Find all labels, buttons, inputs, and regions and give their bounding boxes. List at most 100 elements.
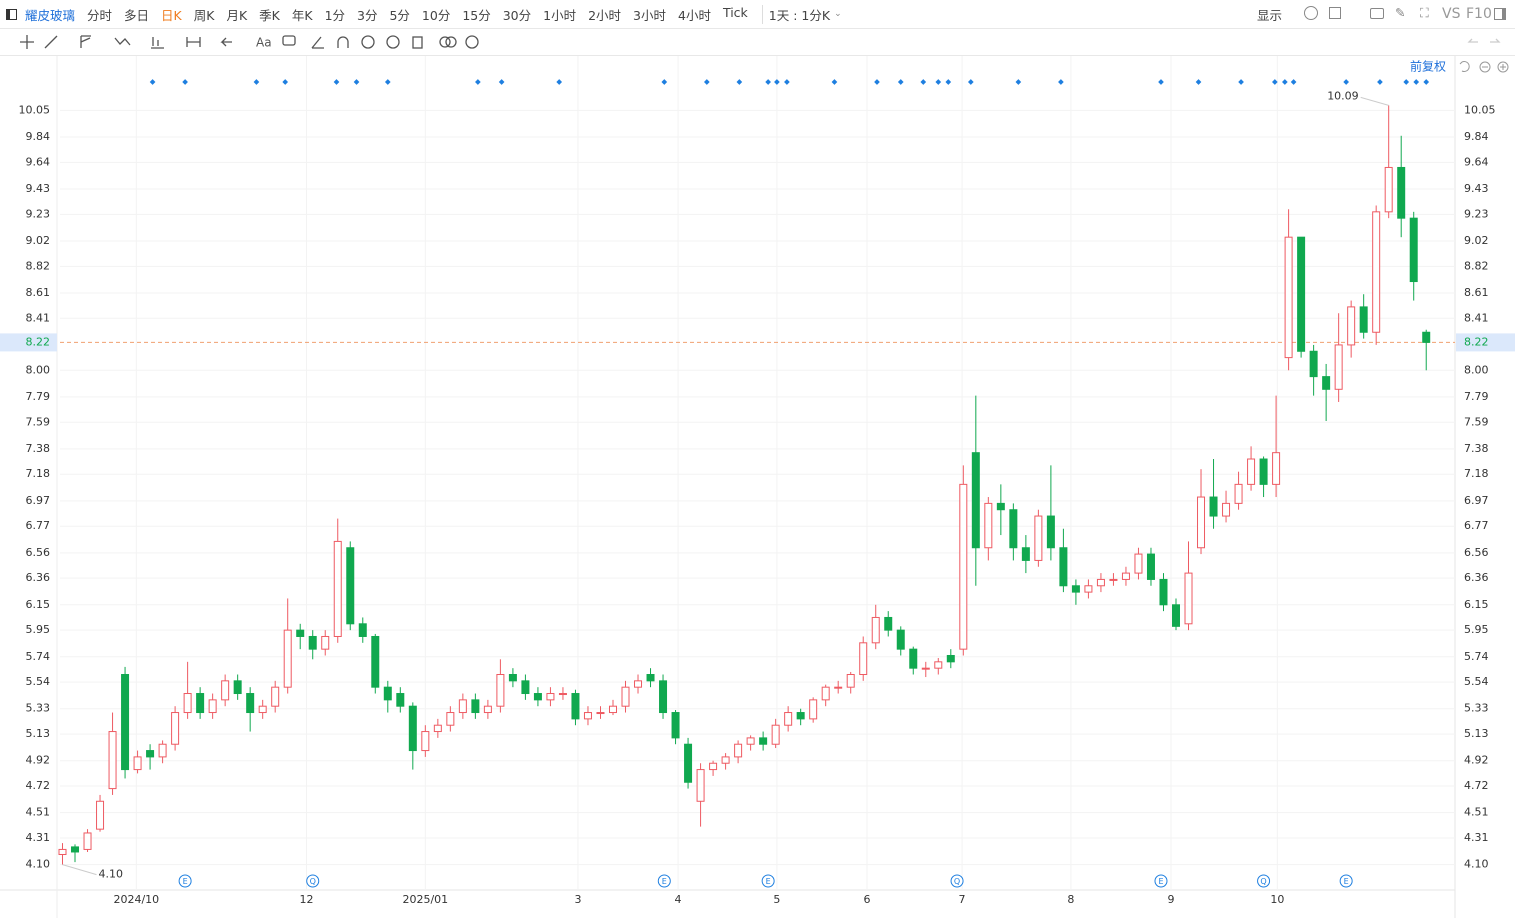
candle-body [859, 642, 868, 676]
camera-icon[interactable] [1370, 8, 1384, 19]
compare-tool[interactable] [439, 36, 451, 48]
candle-body [1422, 331, 1431, 343]
y-tick-label-right: 4.72 [1464, 779, 1489, 792]
candle-body [834, 686, 843, 689]
event-dot [149, 79, 156, 85]
y-tick-label-right: 5.95 [1464, 623, 1489, 636]
period-button[interactable]: 5分 [389, 7, 410, 23]
event-dot [1272, 79, 1278, 85]
undo-redo[interactable] [1467, 38, 1501, 43]
last-price-tag [1456, 333, 1515, 352]
candle-body [809, 699, 818, 720]
y-tick-label: 5.95 [26, 623, 51, 636]
candle-body [959, 483, 968, 650]
settings-icon[interactable] [1304, 6, 1318, 20]
fullscreen-icon[interactable]: ⛶ [1420, 5, 1429, 20]
candle-body [821, 686, 830, 701]
text-tool[interactable]: Aa [256, 36, 272, 50]
event-badge[interactable] [950, 874, 964, 888]
period-button[interactable]: 日K [161, 7, 182, 23]
candle-body [471, 699, 480, 714]
display-menu[interactable]: 显示 [1257, 7, 1283, 23]
adjust-label[interactable]: 前复权 [1410, 59, 1446, 74]
y-tick-label-right: 9.43 [1464, 182, 1489, 195]
candle-body [1197, 496, 1206, 549]
period-button[interactable]: 4小时 [678, 7, 711, 23]
period-button[interactable]: 1小时 [543, 7, 577, 23]
y-tick-label: 8.61 [26, 286, 51, 299]
lock-tool[interactable] [361, 35, 375, 49]
magnet-tool[interactable] [337, 36, 349, 48]
y-tick-label-right: 5.54 [1464, 675, 1489, 688]
event-badge[interactable] [306, 874, 320, 888]
event-badge[interactable] [178, 874, 192, 888]
interval-select[interactable]: 1天 : 1分K [761, 4, 830, 24]
settings-tool[interactable] [465, 35, 479, 49]
pen-icon[interactable]: ✎ [1395, 5, 1406, 20]
zoom-out[interactable] [1479, 61, 1491, 73]
drawing-toolbar: Aa [0, 29, 1515, 56]
y-tick-label-right: 4.10 [1464, 858, 1489, 871]
panel-toggle[interactable] [1494, 8, 1506, 20]
f10-button[interactable]: F10 [1466, 6, 1492, 22]
period-button[interactable]: 30分 [502, 7, 532, 23]
zoom-in[interactable] [1497, 61, 1509, 73]
period-button[interactable]: 1分 [324, 7, 346, 23]
stock-name[interactable]: 耀皮玻璃 [25, 7, 76, 23]
measure-tool[interactable] [186, 37, 201, 47]
event-badge[interactable] [657, 874, 671, 888]
sidebar-toggle[interactable] [6, 8, 17, 20]
period-list: 分时 多日 日K 周K 月K 季K 年K 1分 3分 5分 10分 15分 30分 1小时 2小时 3小时 4小… [87, 5, 760, 24]
period-button[interactable]: 分时 [87, 7, 113, 23]
event-badge[interactable] [1257, 874, 1271, 888]
delete-tool[interactable] [412, 36, 423, 49]
candle-body [133, 756, 142, 771]
candle-body [1121, 572, 1130, 580]
event-badge-label: E [1344, 877, 1349, 886]
period-button[interactable]: 10分 [421, 7, 451, 23]
event-badge[interactable] [1154, 874, 1168, 888]
candle-body [1384, 166, 1393, 213]
candle-body [308, 635, 317, 650]
period-button[interactable]: 月K [226, 7, 248, 23]
x-tick-label: 12 [299, 893, 313, 906]
period-button[interactable]: 2小时 [588, 7, 622, 23]
y-tick-label-right: 5.13 [1464, 727, 1489, 740]
period-button[interactable]: 15分 [462, 7, 491, 23]
reset-icon[interactable] [1459, 61, 1470, 72]
period-button[interactable]: 周K [193, 7, 215, 23]
period-button[interactable]: 3分 [357, 7, 378, 23]
grid [60, 56, 1455, 890]
visibility-tool[interactable] [386, 35, 400, 49]
comment-tool[interactable] [282, 35, 296, 46]
event-dot [1377, 79, 1383, 85]
candle-body [1009, 509, 1018, 549]
period-button[interactable]: 3小时 [633, 7, 666, 23]
event-dot [831, 79, 838, 85]
event-dot [1403, 79, 1410, 85]
candle-body [1059, 547, 1068, 587]
candle-body [721, 756, 730, 764]
path-tool[interactable] [114, 37, 131, 46]
period-button[interactable]: 年K [291, 7, 313, 23]
event-badge[interactable] [761, 874, 775, 888]
line-tool[interactable] [44, 35, 58, 49]
pattern-tool[interactable] [151, 37, 164, 49]
y-tick-label: 4.72 [26, 779, 51, 792]
period-button[interactable]: Tick [722, 4, 748, 20]
y-tick-label: 9.23 [26, 207, 51, 220]
candle-body [508, 674, 517, 682]
candle-body [221, 680, 230, 701]
move-tool[interactable] [20, 35, 34, 49]
shape-icon[interactable] [1329, 7, 1341, 19]
event-badge[interactable] [1339, 874, 1353, 888]
channel-tool[interactable] [80, 35, 91, 48]
candle-body [608, 705, 617, 714]
arrow-tool[interactable] [220, 37, 232, 47]
vs-button[interactable]: VS [1442, 6, 1461, 22]
x-tick-label: 4 [675, 893, 682, 906]
period-button[interactable]: 季K [259, 7, 280, 23]
period-button[interactable]: 多日 [124, 7, 150, 23]
angle-tool[interactable] [311, 36, 324, 49]
